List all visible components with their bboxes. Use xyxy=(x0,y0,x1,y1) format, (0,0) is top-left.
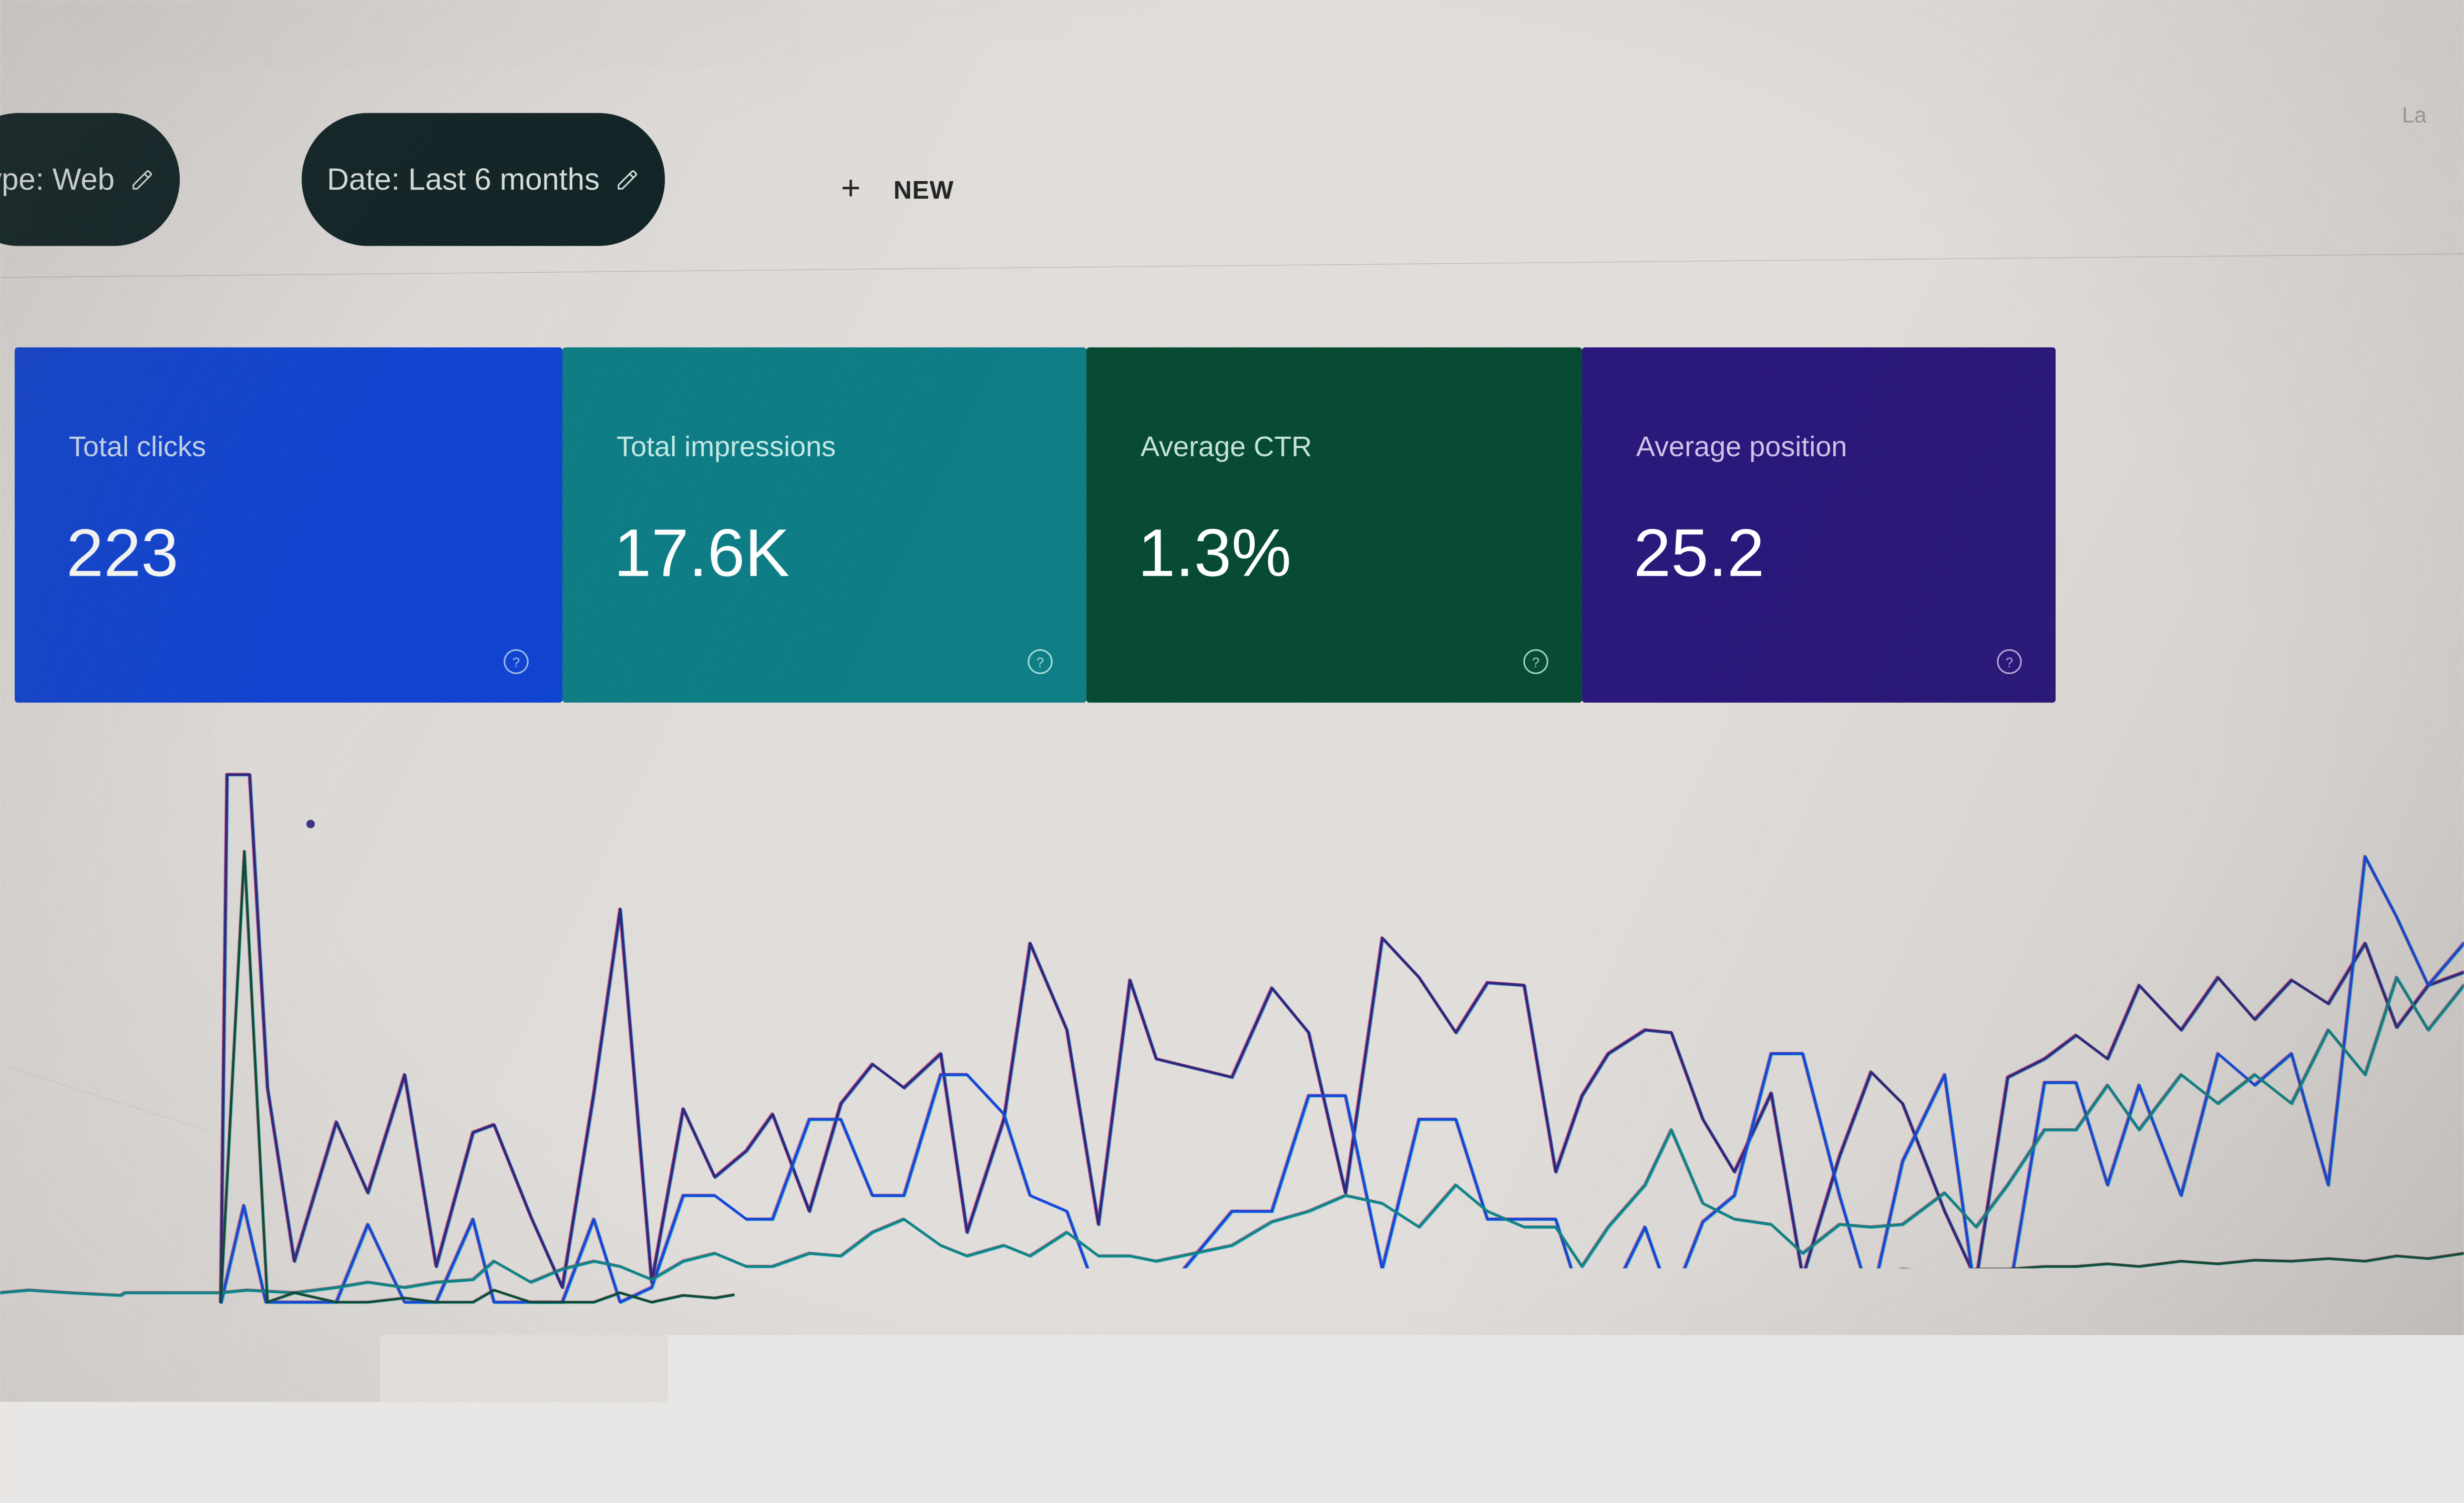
svg-text:?: ? xyxy=(2006,656,2013,671)
svg-text:?: ? xyxy=(512,656,520,671)
svg-text:?: ? xyxy=(1532,656,1539,671)
svg-text:?: ? xyxy=(1036,656,1044,671)
